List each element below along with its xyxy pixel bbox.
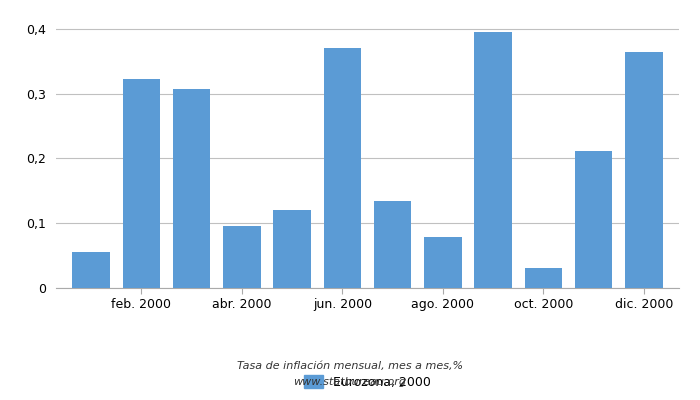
Text: www.statbureau.org: www.statbureau.org <box>293 377 407 387</box>
Bar <box>575 151 612 288</box>
Bar <box>323 48 361 288</box>
Bar <box>424 237 462 288</box>
Legend: Eurozona, 2000: Eurozona, 2000 <box>299 370 436 394</box>
Bar <box>72 252 110 288</box>
Bar <box>374 201 412 288</box>
Bar <box>273 210 311 288</box>
Bar <box>475 32 512 288</box>
Bar <box>223 226 260 288</box>
Text: Tasa de inflación mensual, mes a mes,%: Tasa de inflación mensual, mes a mes,% <box>237 361 463 371</box>
Bar <box>173 88 211 288</box>
Bar <box>625 52 663 288</box>
Bar <box>122 80 160 288</box>
Bar <box>524 268 562 288</box>
